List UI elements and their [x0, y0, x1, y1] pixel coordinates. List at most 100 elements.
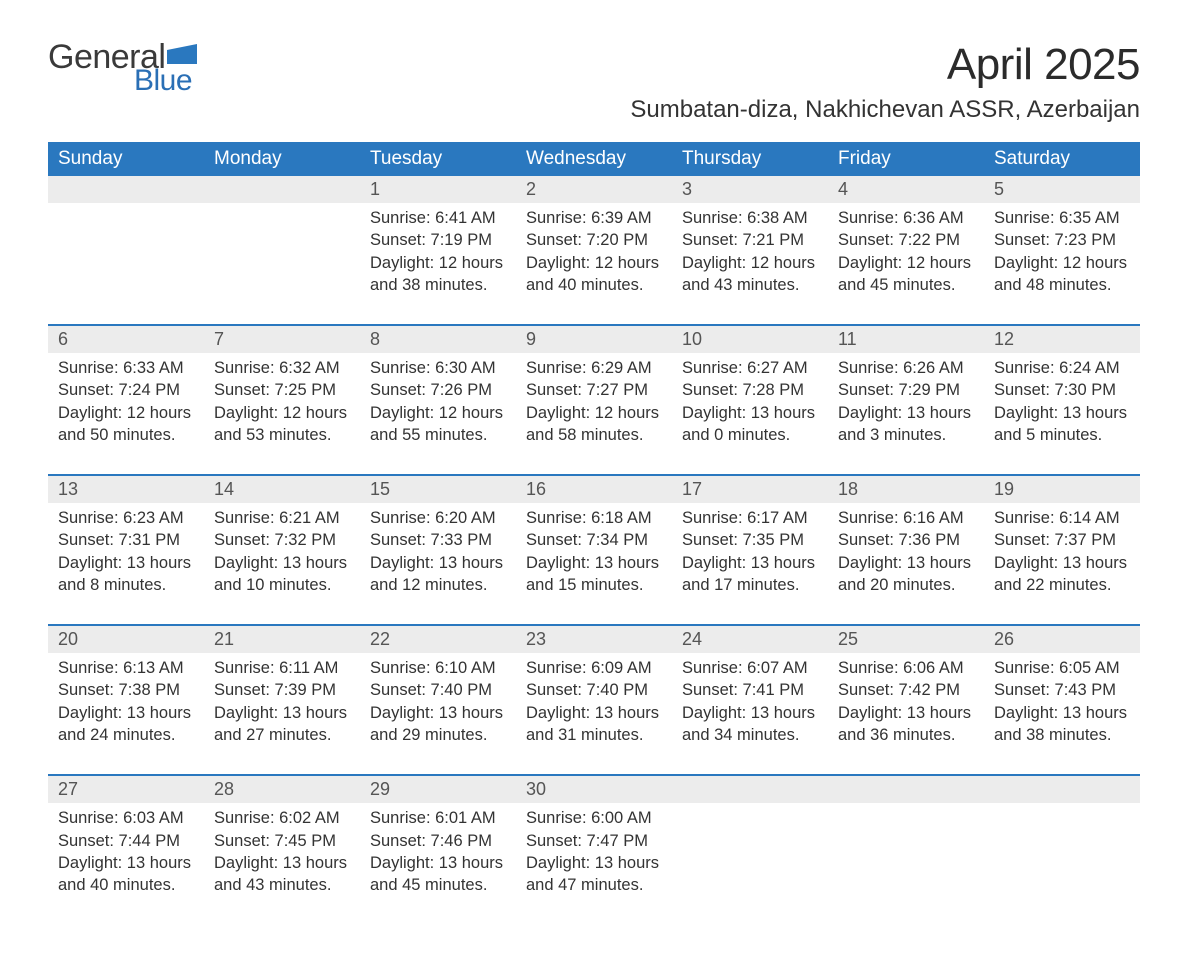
day-info-line: Sunrise: 6:13 AM — [58, 657, 194, 679]
day-number-cell: 8 — [360, 325, 516, 353]
day-info-line: Sunrise: 6:02 AM — [214, 807, 350, 829]
day-info-line: Daylight: 12 hours — [526, 402, 662, 424]
day-info-line: and 24 minutes. — [58, 724, 194, 746]
day-info-line: and 40 minutes. — [526, 274, 662, 296]
day-data-cell: Sunrise: 6:32 AMSunset: 7:25 PMDaylight:… — [204, 353, 360, 475]
day-info-line: Daylight: 12 hours — [526, 252, 662, 274]
day-data-cell — [48, 203, 204, 325]
weekday-header: Saturday — [984, 142, 1140, 176]
day-info-line: and 5 minutes. — [994, 424, 1130, 446]
day-info-line: and 31 minutes. — [526, 724, 662, 746]
day-info-line: Sunrise: 6:11 AM — [214, 657, 350, 679]
day-info-line: and 45 minutes. — [370, 874, 506, 896]
day-number-cell: 27 — [48, 775, 204, 803]
day-data-cell: Sunrise: 6:23 AMSunset: 7:31 PMDaylight:… — [48, 503, 204, 625]
day-info-line: and 38 minutes. — [370, 274, 506, 296]
day-number-cell — [204, 176, 360, 203]
day-info-line: Daylight: 13 hours — [838, 702, 974, 724]
day-data-cell: Sunrise: 6:00 AMSunset: 7:47 PMDaylight:… — [516, 803, 672, 924]
day-info-line: Sunset: 7:36 PM — [838, 529, 974, 551]
day-info-line: Sunrise: 6:18 AM — [526, 507, 662, 529]
day-info-line: Sunrise: 6:10 AM — [370, 657, 506, 679]
day-info-line: and 3 minutes. — [838, 424, 974, 446]
day-info-line: Daylight: 12 hours — [370, 252, 506, 274]
day-number-cell: 30 — [516, 775, 672, 803]
day-info-line: Sunrise: 6:38 AM — [682, 207, 818, 229]
day-info-line: and 34 minutes. — [682, 724, 818, 746]
day-number-cell: 26 — [984, 625, 1140, 653]
day-number-cell: 2 — [516, 176, 672, 203]
day-info-line: Sunset: 7:38 PM — [58, 679, 194, 701]
day-info-line: Sunrise: 6:36 AM — [838, 207, 974, 229]
day-info-line: and 27 minutes. — [214, 724, 350, 746]
day-data-cell — [828, 803, 984, 924]
day-number-cell: 29 — [360, 775, 516, 803]
day-info-line: Daylight: 13 hours — [526, 552, 662, 574]
calendar-date-row: 20212223242526 — [48, 625, 1140, 653]
day-info-line: Sunset: 7:27 PM — [526, 379, 662, 401]
day-number-cell: 22 — [360, 625, 516, 653]
day-number-cell: 1 — [360, 176, 516, 203]
calendar-table: SundayMondayTuesdayWednesdayThursdayFrid… — [48, 142, 1140, 924]
page-title: April 2025 — [630, 40, 1140, 90]
day-info-line: Daylight: 12 hours — [682, 252, 818, 274]
day-info-line: Daylight: 13 hours — [58, 702, 194, 724]
day-info-line: Sunrise: 6:33 AM — [58, 357, 194, 379]
day-info-line: Sunrise: 6:07 AM — [682, 657, 818, 679]
day-number-cell: 25 — [828, 625, 984, 653]
day-info-line: Sunrise: 6:21 AM — [214, 507, 350, 529]
day-number-cell: 17 — [672, 475, 828, 503]
page-header: General Blue April 2025 Sumbatan-diza, N… — [48, 40, 1140, 138]
day-info-line: Sunrise: 6:27 AM — [682, 357, 818, 379]
day-info-line: Sunrise: 6:17 AM — [682, 507, 818, 529]
weekday-header: Wednesday — [516, 142, 672, 176]
day-info-line: Sunrise: 6:24 AM — [994, 357, 1130, 379]
day-data-cell: Sunrise: 6:21 AMSunset: 7:32 PMDaylight:… — [204, 503, 360, 625]
day-number-cell: 4 — [828, 176, 984, 203]
day-data-cell: Sunrise: 6:09 AMSunset: 7:40 PMDaylight:… — [516, 653, 672, 775]
weekday-header: Thursday — [672, 142, 828, 176]
day-info-line: Sunrise: 6:39 AM — [526, 207, 662, 229]
day-data-cell: Sunrise: 6:16 AMSunset: 7:36 PMDaylight:… — [828, 503, 984, 625]
day-info-line: Daylight: 13 hours — [58, 852, 194, 874]
day-data-cell: Sunrise: 6:27 AMSunset: 7:28 PMDaylight:… — [672, 353, 828, 475]
day-info-line: and 22 minutes. — [994, 574, 1130, 596]
day-number-cell — [672, 775, 828, 803]
day-info-line: Sunset: 7:34 PM — [526, 529, 662, 551]
day-data-cell: Sunrise: 6:06 AMSunset: 7:42 PMDaylight:… — [828, 653, 984, 775]
day-info-line: Sunset: 7:30 PM — [994, 379, 1130, 401]
day-info-line: Sunrise: 6:16 AM — [838, 507, 974, 529]
day-data-cell — [672, 803, 828, 924]
calendar-data-row: Sunrise: 6:33 AMSunset: 7:24 PMDaylight:… — [48, 353, 1140, 475]
day-data-cell: Sunrise: 6:05 AMSunset: 7:43 PMDaylight:… — [984, 653, 1140, 775]
day-number-cell: 23 — [516, 625, 672, 653]
day-info-line: Sunset: 7:43 PM — [994, 679, 1130, 701]
day-info-line: Sunset: 7:42 PM — [838, 679, 974, 701]
day-info-line: Sunset: 7:44 PM — [58, 830, 194, 852]
day-info-line: and 36 minutes. — [838, 724, 974, 746]
day-info-line: and 38 minutes. — [994, 724, 1130, 746]
day-data-cell: Sunrise: 6:38 AMSunset: 7:21 PMDaylight:… — [672, 203, 828, 325]
day-number-cell: 15 — [360, 475, 516, 503]
calendar-data-row: Sunrise: 6:41 AMSunset: 7:19 PMDaylight:… — [48, 203, 1140, 325]
day-number-cell: 11 — [828, 325, 984, 353]
day-data-cell: Sunrise: 6:36 AMSunset: 7:22 PMDaylight:… — [828, 203, 984, 325]
calendar-data-row: Sunrise: 6:03 AMSunset: 7:44 PMDaylight:… — [48, 803, 1140, 924]
day-info-line: and 47 minutes. — [526, 874, 662, 896]
day-info-line: Sunset: 7:25 PM — [214, 379, 350, 401]
day-info-line: Sunset: 7:41 PM — [682, 679, 818, 701]
day-number-cell: 7 — [204, 325, 360, 353]
day-info-line: and 58 minutes. — [526, 424, 662, 446]
day-info-line: and 29 minutes. — [370, 724, 506, 746]
day-info-line: Daylight: 12 hours — [994, 252, 1130, 274]
weekday-header: Tuesday — [360, 142, 516, 176]
day-number-cell: 12 — [984, 325, 1140, 353]
day-info-line: Sunrise: 6:35 AM — [994, 207, 1130, 229]
calendar-date-row: 27282930 — [48, 775, 1140, 803]
day-info-line: Sunset: 7:46 PM — [370, 830, 506, 852]
day-info-line: Daylight: 12 hours — [214, 402, 350, 424]
calendar-header-row: SundayMondayTuesdayWednesdayThursdayFrid… — [48, 142, 1140, 176]
day-info-line: Sunrise: 6:20 AM — [370, 507, 506, 529]
day-data-cell: Sunrise: 6:35 AMSunset: 7:23 PMDaylight:… — [984, 203, 1140, 325]
day-info-line: Sunrise: 6:05 AM — [994, 657, 1130, 679]
